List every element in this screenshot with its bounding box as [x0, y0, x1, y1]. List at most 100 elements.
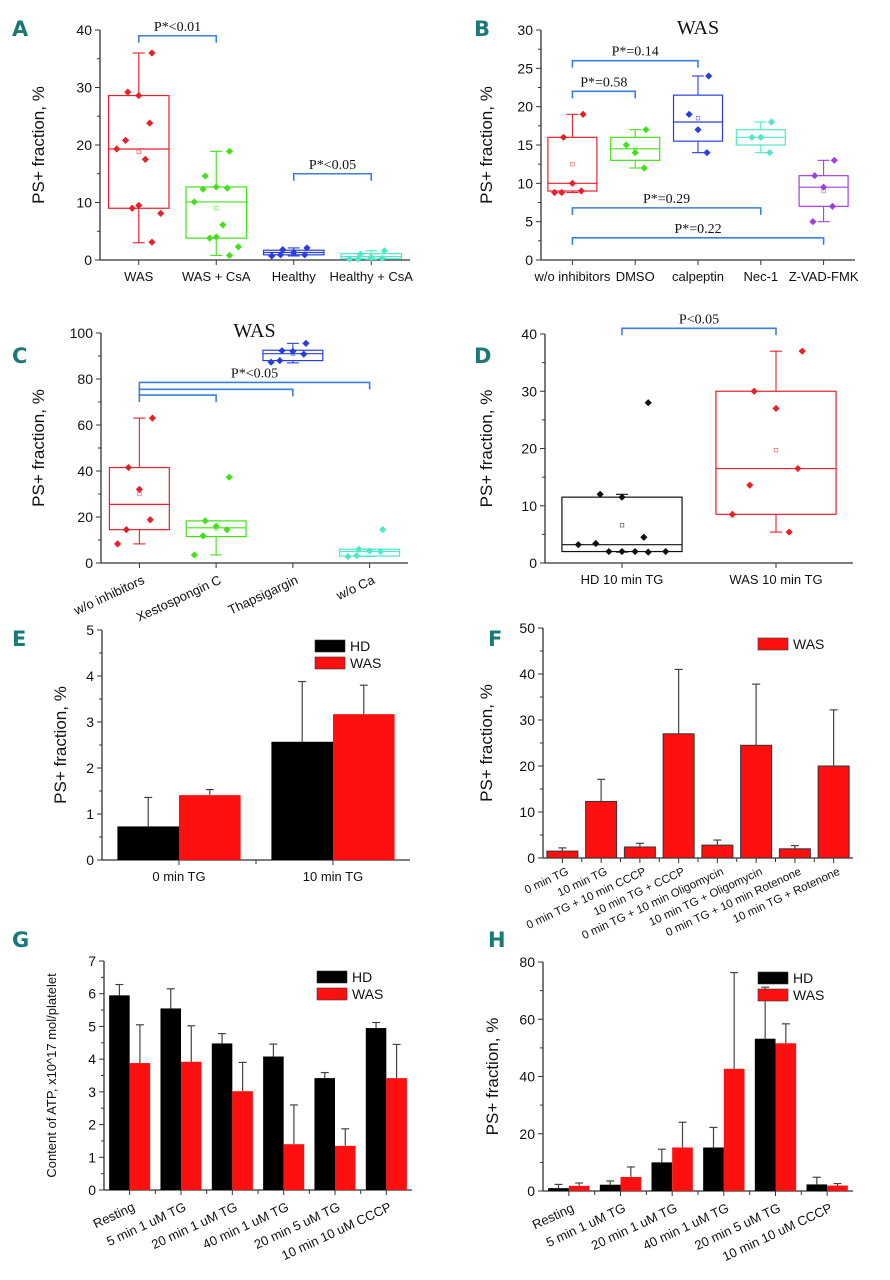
data-point	[746, 481, 754, 489]
x-tick-label: WAS 10 min TG	[729, 572, 822, 587]
significance-label: P<0.05	[679, 312, 719, 327]
data-point	[618, 547, 626, 556]
data-point	[750, 387, 758, 395]
data-point	[772, 404, 780, 413]
data-point	[199, 185, 207, 193]
x-tick-label: WAS + CsA	[182, 269, 251, 284]
data-point	[146, 516, 154, 524]
box-iqr	[108, 466, 170, 531]
y-tick-label: 0	[86, 852, 94, 868]
data-point	[380, 247, 389, 255]
data-point	[811, 172, 819, 180]
box-1	[185, 473, 247, 559]
bar-was	[386, 1078, 407, 1190]
data-point	[631, 547, 639, 556]
bar-was	[740, 744, 773, 859]
x-tick-label: Z-VAD-FMK	[789, 269, 859, 284]
legend-swatch	[757, 988, 789, 1002]
y-tick-label: 4	[86, 668, 94, 684]
legend-label: HD	[793, 970, 813, 986]
data-point	[276, 357, 284, 365]
box-iqr	[798, 175, 849, 207]
data-point	[212, 522, 220, 530]
data-point	[820, 183, 828, 191]
y-axis-label: PS+ fraction, %	[483, 1018, 502, 1136]
box-iqr	[547, 136, 598, 192]
x-tick-label: HD 10 min TG	[581, 572, 664, 587]
data-point	[640, 533, 648, 541]
y-axis-label: Content of ATP, x10^17 mol/platelet	[44, 973, 59, 1178]
box-iqr	[672, 94, 724, 142]
bar-was	[585, 800, 618, 859]
panel-label: F	[488, 627, 502, 651]
box-3	[340, 247, 403, 263]
y-tick-label: 3	[86, 714, 94, 730]
y-tick-label: 5	[88, 1018, 96, 1034]
y-tick-label: 30	[519, 712, 535, 728]
data-point	[148, 238, 156, 246]
data-point	[267, 358, 275, 366]
x-tick-label: Healthy + CsA	[330, 269, 414, 284]
legend-label: WAS	[793, 636, 824, 652]
data-point	[225, 147, 234, 155]
legend-label: WAS	[350, 655, 381, 671]
data-point	[113, 145, 121, 153]
bar-hd	[806, 1184, 828, 1191]
bar-was	[283, 1144, 305, 1190]
data-point	[135, 91, 143, 100]
bar-was	[129, 1063, 151, 1190]
data-point	[124, 463, 133, 472]
bar-hd	[314, 1078, 335, 1190]
box-iqr	[185, 186, 248, 239]
significance-label: P*=0.14	[612, 45, 659, 60]
box-0	[547, 110, 598, 197]
data-point	[148, 49, 156, 57]
data-point	[201, 517, 209, 525]
box-3	[339, 526, 401, 561]
data-point	[662, 547, 670, 556]
bar-was	[817, 765, 850, 859]
y-tick-label: 40	[519, 1069, 535, 1085]
legend-label: HD	[352, 969, 372, 985]
data-point	[201, 172, 209, 180]
y-tick-label: 30	[521, 383, 537, 399]
data-point	[830, 156, 838, 164]
data-point	[355, 545, 363, 553]
y-tick-label: 0	[527, 1183, 535, 1199]
significance-label: P*<0.01	[154, 20, 201, 35]
data-point	[644, 548, 652, 556]
panel-d: D 0 10 20 30 40 PS+ fraction, % HD 10 min TG WAS…	[474, 312, 853, 587]
bar-was	[179, 795, 241, 860]
y-tick-label: 0	[529, 555, 537, 571]
y-tick-label: 20	[77, 509, 93, 525]
x-tick-label: 10 min TG	[303, 869, 363, 884]
bar-was	[546, 850, 579, 859]
significance-bracket	[137, 34, 218, 43]
y-tick-label: 20	[519, 758, 535, 774]
y-tick-label: 60	[519, 1011, 535, 1027]
y-tick-label: 5	[525, 214, 533, 230]
bar-hd	[548, 1188, 569, 1191]
x-tick-label: 0 min TG	[152, 869, 205, 884]
data-point	[278, 347, 286, 355]
legend-swatch	[316, 970, 348, 984]
mean-marker	[570, 162, 575, 167]
bar-was	[568, 1185, 590, 1191]
panel-label: H	[488, 928, 506, 952]
legend-swatch	[314, 656, 346, 670]
data-point	[225, 473, 233, 481]
significance-bracket	[571, 59, 699, 68]
legend-label: HD	[350, 638, 370, 654]
data-point	[785, 528, 793, 536]
data-point	[631, 149, 639, 157]
data-point	[276, 251, 285, 259]
data-point	[379, 526, 387, 534]
mean-marker	[773, 448, 779, 453]
x-tick-label: Xestospongin C	[134, 572, 224, 624]
bar-hd	[365, 1028, 387, 1190]
y-axis-label: PS+ fraction, %	[477, 86, 496, 204]
y-tick-label: 40	[521, 326, 537, 342]
data-point	[558, 188, 566, 197]
bar-hd	[117, 826, 179, 860]
